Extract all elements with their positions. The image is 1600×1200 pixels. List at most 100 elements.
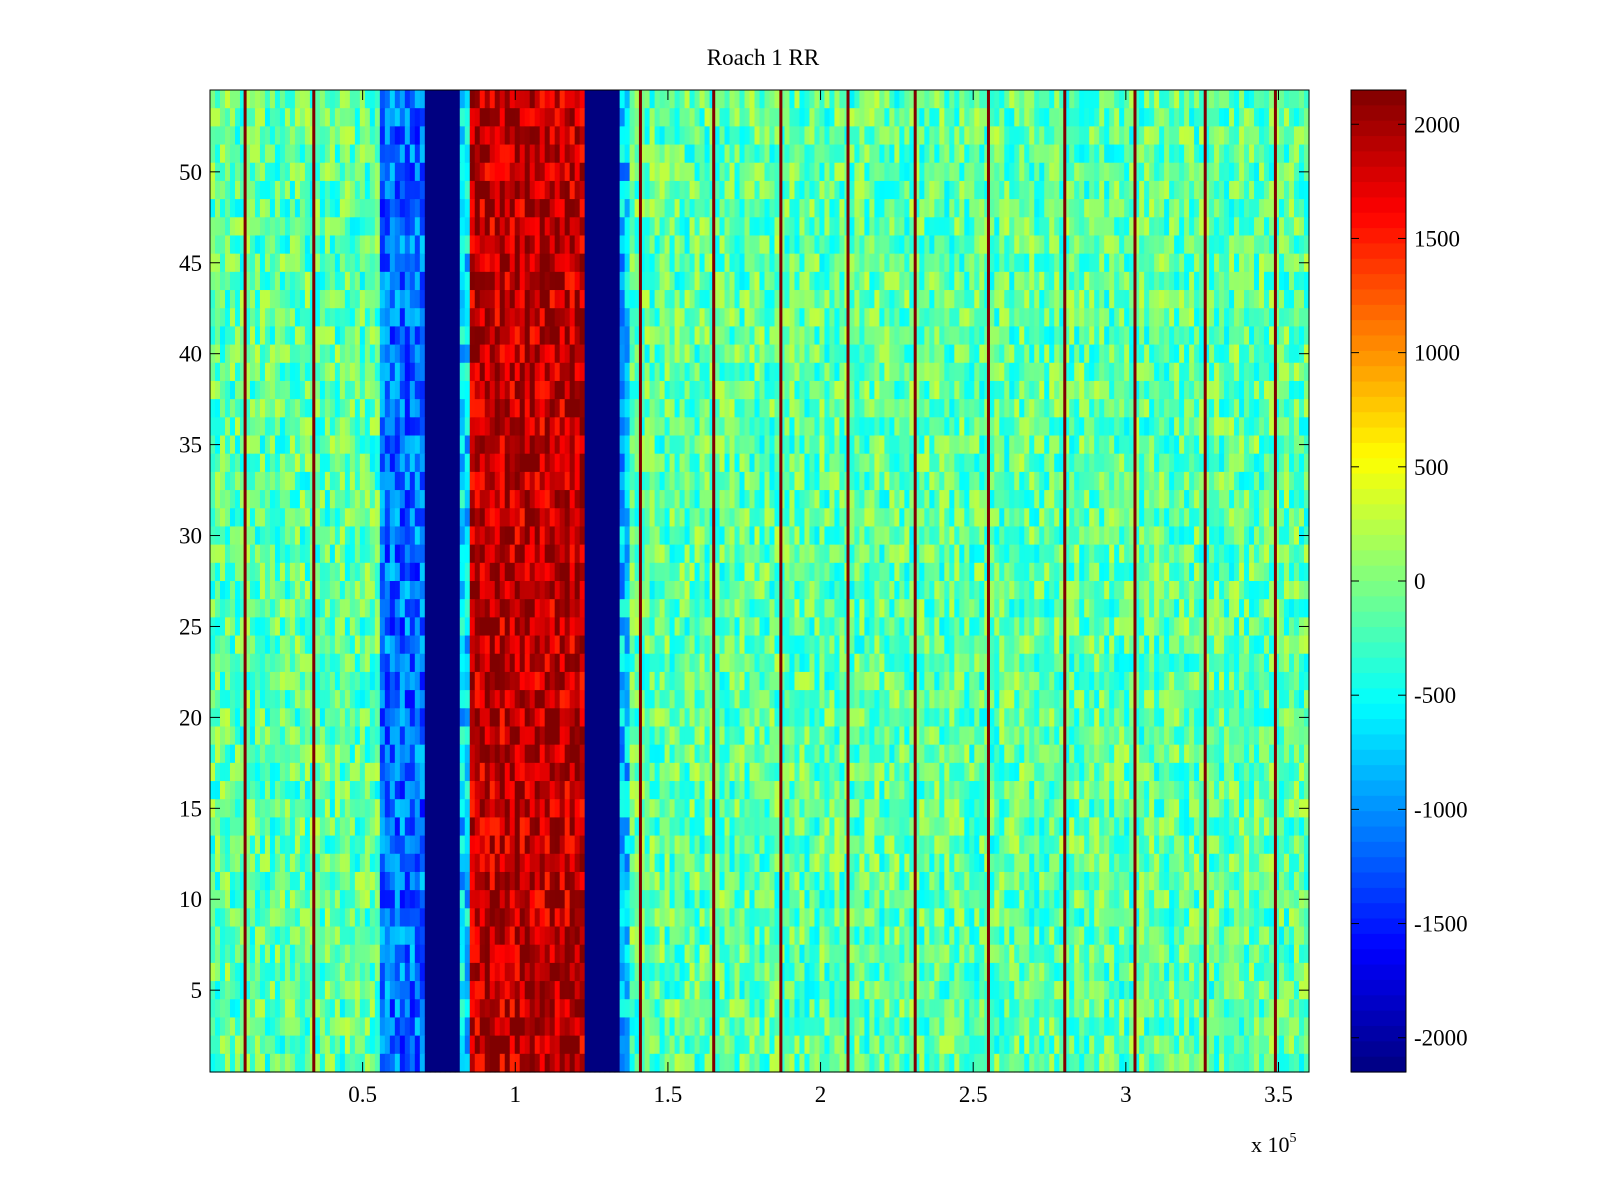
heatmap-cell <box>774 253 781 273</box>
heatmap-cell <box>409 344 416 364</box>
heatmap-cell <box>379 180 386 200</box>
heatmap-cell <box>519 162 526 182</box>
heatmap-cell <box>414 326 421 346</box>
heatmap-cell <box>229 344 236 364</box>
heatmap-cell <box>264 380 271 400</box>
heatmap-cell <box>539 399 546 418</box>
heatmap-cell <box>774 399 781 418</box>
heatmap-cell <box>1034 290 1040 309</box>
heatmap-cell <box>1284 344 1290 364</box>
heatmap-cell <box>319 453 326 473</box>
heatmap-cell <box>929 471 935 491</box>
heatmap-cell <box>224 126 231 146</box>
heatmap-cell <box>1289 344 1295 364</box>
heatmap-cell <box>644 108 651 127</box>
heatmap-cell <box>774 417 781 437</box>
heatmap-cell <box>684 162 691 182</box>
heatmap-cell <box>469 344 476 364</box>
heatmap-cell <box>969 271 975 291</box>
heatmap-cell <box>1139 399 1145 418</box>
heatmap-cell <box>794 399 801 418</box>
heatmap-cell <box>1244 362 1250 382</box>
heatmap-cell <box>834 162 841 182</box>
heatmap-cell <box>1019 271 1025 291</box>
heatmap-cell <box>444 235 451 255</box>
heatmap-cell <box>654 308 661 328</box>
heatmap-cell <box>1214 199 1220 218</box>
heatmap-cell <box>504 199 511 218</box>
heatmap-cell <box>864 290 870 309</box>
heatmap-cell <box>504 308 511 328</box>
heatmap-cell <box>949 162 955 182</box>
heatmap-cell <box>1294 471 1300 491</box>
heatmap-cell <box>1079 235 1085 255</box>
heatmap-cell <box>499 271 506 291</box>
heatmap-cell <box>1284 235 1290 255</box>
heatmap-cell <box>559 399 566 418</box>
heatmap-cell <box>1109 344 1115 364</box>
heatmap-cell <box>394 471 401 491</box>
heatmap-cell <box>469 271 476 291</box>
heatmap-cell <box>614 253 621 273</box>
heatmap-cell <box>999 471 1005 491</box>
heatmap-cell <box>1014 180 1020 200</box>
heatmap-cell <box>754 490 761 509</box>
heatmap-cell <box>919 326 925 346</box>
heatmap-cell <box>644 380 651 400</box>
heatmap-cell <box>374 108 381 127</box>
heatmap-cell <box>1299 471 1305 491</box>
heatmap-cell <box>1089 417 1095 437</box>
heatmap-cell <box>884 380 890 400</box>
heatmap-cell <box>239 162 246 182</box>
heatmap-cell <box>1069 126 1075 146</box>
heatmap-cell <box>784 217 791 237</box>
heatmap-cell <box>1039 471 1045 491</box>
heatmap-cell <box>994 290 1000 309</box>
heatmap-cell <box>1034 453 1040 473</box>
heatmap-cell <box>544 144 551 164</box>
heatmap-cell <box>1149 326 1155 346</box>
heatmap-cell <box>474 235 481 255</box>
heatmap-cell <box>564 162 571 182</box>
heatmap-cell <box>1239 253 1245 273</box>
heatmap-cell <box>1129 399 1135 418</box>
heatmap-cell <box>424 399 431 418</box>
heatmap-cell <box>1179 362 1185 382</box>
heatmap-cell <box>649 180 656 200</box>
heatmap-cell <box>554 417 561 437</box>
heatmap-cell <box>229 417 236 437</box>
heatmap-cell <box>229 435 236 455</box>
heatmap-cell <box>809 144 816 164</box>
heatmap-cell <box>849 199 856 218</box>
heatmap-cell <box>934 126 940 146</box>
heatmap-cell <box>329 344 336 364</box>
heatmap-cell <box>369 162 376 182</box>
heatmap-cell <box>1229 380 1235 400</box>
heatmap-cell <box>1149 344 1155 364</box>
heatmap-cell <box>669 253 676 273</box>
heatmap-cell <box>894 362 900 382</box>
heatmap-cell <box>264 217 271 237</box>
heatmap-cell <box>814 417 821 437</box>
heatmap-cell <box>1204 290 1210 309</box>
heatmap-cell <box>1279 453 1285 473</box>
heatmap-cell <box>1204 235 1210 255</box>
heatmap-cell <box>1119 362 1125 382</box>
heatmap-cell <box>1164 362 1170 382</box>
heatmap-cell <box>829 362 836 382</box>
heatmap-cell <box>1079 271 1085 291</box>
heatmap-cell <box>1259 308 1265 328</box>
heatmap-cell <box>519 235 526 255</box>
heatmap-cell <box>869 199 875 218</box>
heatmap-cell <box>1169 471 1175 491</box>
heatmap-cell <box>489 253 496 273</box>
heatmap-cell <box>1074 180 1080 200</box>
heatmap-cell <box>859 435 866 455</box>
heatmap-cell <box>814 435 821 455</box>
heatmap-cell <box>229 217 236 237</box>
heatmap-cell <box>659 217 666 237</box>
heatmap-cell <box>329 417 336 437</box>
heatmap-cell <box>704 271 711 291</box>
heatmap-cell <box>1054 253 1060 273</box>
heatmap-cell <box>1104 144 1110 164</box>
